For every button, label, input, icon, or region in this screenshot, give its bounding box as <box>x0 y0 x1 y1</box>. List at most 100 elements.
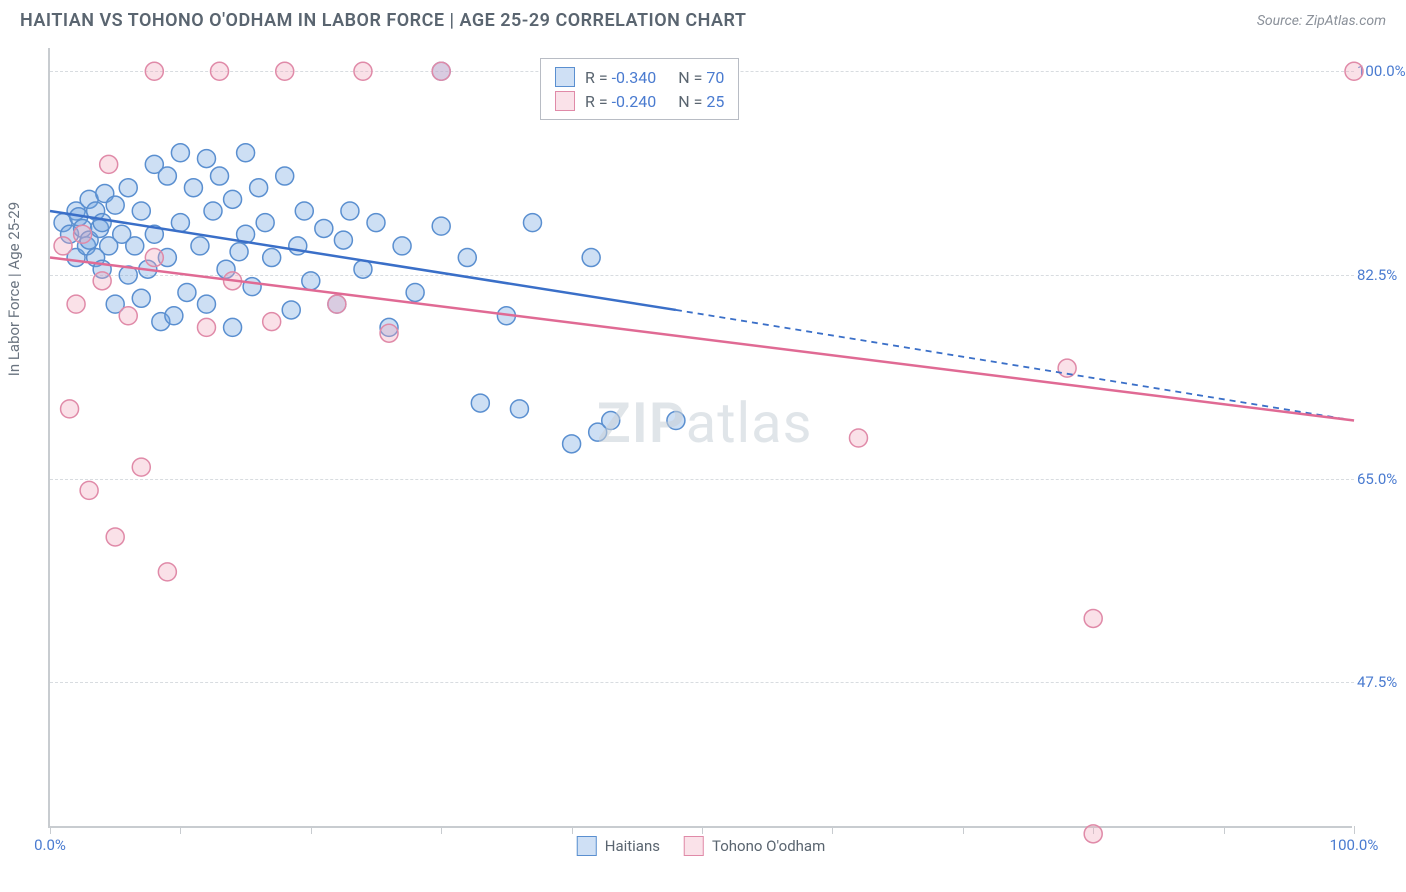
data-point <box>132 202 150 220</box>
data-point <box>667 412 685 430</box>
plot-area: 47.5%65.0%82.5%100.0% 0.0%100.0% In Labo… <box>48 48 1352 828</box>
data-point <box>602 412 620 430</box>
series-legend-item: Haitians <box>577 836 660 856</box>
legend-n-label: N =25 <box>678 92 724 111</box>
y-tick-label: 47.5% <box>1357 673 1406 691</box>
legend-swatch <box>577 836 597 856</box>
data-point <box>354 62 372 80</box>
series-name: Haitians <box>605 837 660 855</box>
data-point <box>224 190 242 208</box>
legend-row: R =-0.340 N =70 <box>555 65 724 89</box>
data-point <box>74 225 92 243</box>
data-point <box>295 202 313 220</box>
data-point <box>171 144 189 162</box>
data-point <box>276 62 294 80</box>
data-point <box>67 295 85 313</box>
data-point <box>211 62 229 80</box>
chart-source: Source: ZipAtlas.com <box>1257 13 1386 29</box>
data-point <box>54 237 72 255</box>
data-point <box>158 563 176 581</box>
data-point <box>100 155 118 173</box>
data-point <box>523 214 541 232</box>
data-point <box>328 295 346 313</box>
data-point <box>106 196 124 214</box>
data-point <box>191 237 209 255</box>
series-name: Tohono O'odham <box>712 837 825 855</box>
data-point <box>471 394 489 412</box>
y-tick-label: 65.0% <box>1357 470 1406 488</box>
data-point <box>849 429 867 447</box>
data-point <box>582 249 600 267</box>
data-point <box>354 260 372 278</box>
data-point <box>237 144 255 162</box>
scatter-plot-svg <box>50 48 1354 828</box>
data-point <box>171 214 189 232</box>
data-point <box>276 167 294 185</box>
x-tick <box>1354 826 1355 834</box>
data-point <box>510 400 528 418</box>
legend-swatch <box>555 91 575 111</box>
correlation-legend: R =-0.340 N =70 R =-0.240 N =25 <box>540 58 739 120</box>
data-point <box>145 249 163 267</box>
legend-r-label: R =-0.240 <box>585 92 656 111</box>
legend-swatch <box>684 836 704 856</box>
data-point <box>211 167 229 185</box>
data-point <box>243 278 261 296</box>
data-point <box>406 283 424 301</box>
data-point <box>1084 825 1102 843</box>
data-point <box>380 324 398 342</box>
trend-line <box>50 258 1354 421</box>
data-point <box>250 179 268 197</box>
data-point <box>1084 609 1102 627</box>
data-point <box>132 289 150 307</box>
chart-title: HAITIAN VS TOHONO O'ODHAM IN LABOR FORCE… <box>20 10 746 31</box>
data-point <box>126 237 144 255</box>
data-point <box>263 249 281 267</box>
data-point <box>80 481 98 499</box>
data-point <box>432 62 450 80</box>
y-axis-label: In Labor Force | Age 25-29 <box>5 202 23 376</box>
series-legend-item: Tohono O'odham <box>684 836 825 856</box>
x-tick-label: 0.0% <box>34 836 66 854</box>
data-point <box>432 217 450 235</box>
data-point <box>61 400 79 418</box>
data-point <box>302 272 320 290</box>
data-point <box>563 435 581 453</box>
data-point <box>93 214 111 232</box>
data-point <box>106 528 124 546</box>
data-point <box>145 62 163 80</box>
data-point <box>165 307 183 325</box>
data-point <box>178 283 196 301</box>
data-point <box>204 202 222 220</box>
legend-n-label: N =70 <box>678 68 724 87</box>
data-point <box>93 272 111 290</box>
data-point <box>367 214 385 232</box>
data-point <box>119 179 137 197</box>
y-tick-label: 100.0% <box>1357 62 1406 80</box>
legend-row: R =-0.240 N =25 <box>555 89 724 113</box>
data-point <box>334 231 352 249</box>
data-point <box>197 318 215 336</box>
data-point <box>1345 62 1363 80</box>
data-point <box>315 219 333 237</box>
data-point <box>119 307 137 325</box>
y-tick-label: 82.5% <box>1357 266 1406 284</box>
data-point <box>224 318 242 336</box>
data-point <box>458 249 476 267</box>
data-point <box>341 202 359 220</box>
data-point <box>132 458 150 476</box>
data-point <box>393 237 411 255</box>
legend-r-label: R =-0.340 <box>585 68 656 87</box>
data-point <box>263 313 281 331</box>
data-point <box>282 301 300 319</box>
x-tick-label: 100.0% <box>1330 836 1379 854</box>
chart-container: 47.5%65.0%82.5%100.0% 0.0%100.0% In Labo… <box>48 48 1352 828</box>
series-legend: Haitians Tohono O'odham <box>577 836 826 856</box>
data-point <box>184 179 202 197</box>
data-point <box>256 214 274 232</box>
data-point <box>230 243 248 261</box>
data-point <box>197 295 215 313</box>
data-point <box>197 150 215 168</box>
trend-line-dashed <box>676 310 1354 421</box>
data-point <box>158 167 176 185</box>
